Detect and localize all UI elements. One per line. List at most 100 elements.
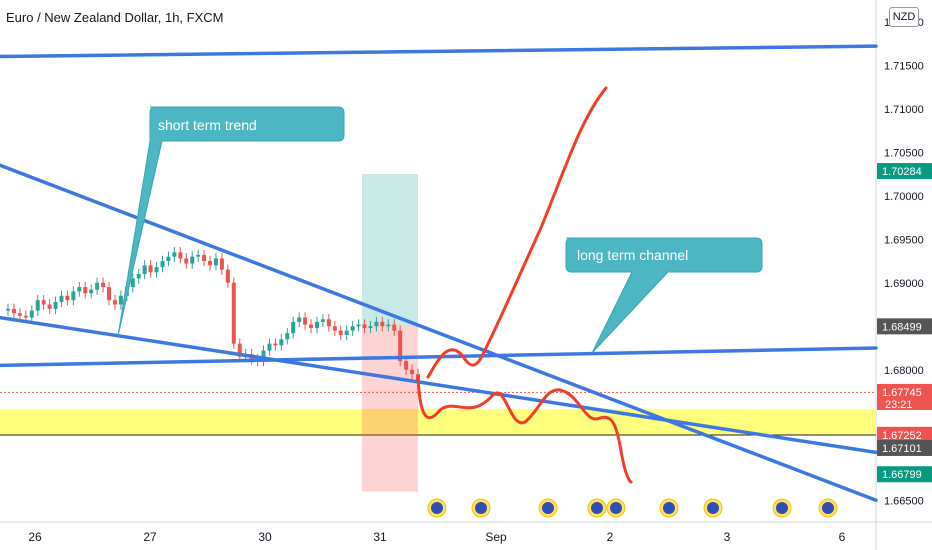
- candle: [350, 326, 355, 331]
- candle: [95, 282, 100, 290]
- projection-bullish-drawing: [426, 86, 608, 379]
- candle: [142, 265, 147, 275]
- callout-short-term-trend: [117, 106, 345, 337]
- candle: [23, 315, 28, 318]
- x-tick-label: 2: [607, 530, 614, 544]
- candle: [107, 287, 112, 301]
- x-tick-label: 3: [724, 530, 731, 544]
- candle: [291, 321, 296, 334]
- candle: [172, 252, 177, 257]
- event-marker-flag: [475, 502, 487, 514]
- candle: [53, 301, 58, 309]
- price-label-countdown: 23:21: [885, 399, 913, 411]
- candle: [202, 254, 207, 261]
- short-term-trend-upper: [0, 163, 878, 502]
- candle: [89, 289, 94, 294]
- candle: [285, 333, 290, 340]
- candle: [11, 308, 16, 314]
- candle: [362, 324, 367, 328]
- price-label: 1.67101: [882, 443, 922, 455]
- event-marker-flag: [542, 502, 554, 514]
- y-tick-label: 1.71500: [884, 60, 924, 72]
- candle: [303, 317, 308, 325]
- candle: [410, 369, 415, 375]
- candle: [29, 310, 34, 318]
- x-tick-label: 27: [143, 530, 157, 544]
- candle: [148, 265, 153, 273]
- price-label: 1.70284: [882, 166, 922, 178]
- candle: [208, 261, 213, 266]
- candle: [356, 324, 361, 327]
- x-tick-label: 6: [839, 530, 846, 544]
- currency-badge[interactable]: NZD: [889, 7, 919, 27]
- x-tick-label: 26: [28, 530, 42, 544]
- price-label-box: [877, 163, 932, 180]
- candle: [35, 300, 40, 311]
- y-tick-label: 1.70500: [884, 147, 924, 159]
- candle: [261, 350, 266, 362]
- x-tick-label: Sep: [485, 530, 507, 544]
- candle: [398, 330, 403, 362]
- candle: [160, 261, 165, 268]
- long-term-channel-upper: [0, 44, 878, 59]
- candle: [386, 324, 391, 327]
- price-label-box: [877, 383, 932, 410]
- candle: [326, 319, 331, 327]
- callout-short-term-trend-label: short term trend: [158, 117, 257, 133]
- candle: [332, 326, 337, 331]
- short-term-trend-lower: [0, 315, 878, 455]
- candle: [166, 256, 171, 261]
- event-marker-flag: [663, 502, 675, 514]
- y-tick-label: 1.68000: [884, 365, 924, 377]
- event-marker-flag: [776, 502, 788, 514]
- candle: [368, 326, 373, 328]
- candle: [392, 324, 397, 331]
- projection-bearish-drawing: [416, 375, 633, 484]
- candle: [83, 287, 88, 294]
- candle: [267, 343, 272, 351]
- candle: [196, 254, 201, 257]
- candle: [178, 252, 183, 259]
- candle: [320, 319, 325, 322]
- candle: [225, 269, 230, 283]
- candle: [231, 282, 236, 344]
- x-tick-label: 31: [373, 530, 387, 544]
- candle: [41, 300, 46, 305]
- candle: [213, 258, 218, 266]
- candle: [130, 278, 135, 288]
- price-label: 1.67745: [882, 387, 922, 399]
- y-tick-label: 1.69000: [884, 278, 924, 290]
- candle: [184, 258, 189, 264]
- price-label-box: [877, 466, 932, 483]
- candle: [136, 274, 141, 279]
- candle: [154, 267, 159, 273]
- event-marker-flag: [591, 502, 603, 514]
- event-marker-flag: [610, 502, 622, 514]
- chart-title: Euro / New Zealand Dollar, 1h, FXCM: [6, 10, 224, 25]
- y-tick-label: 1.70000: [884, 191, 924, 203]
- position-stop-zone: [362, 326, 418, 492]
- candle: [219, 258, 224, 270]
- y-tick-label: 1.69500: [884, 234, 924, 246]
- event-marker-flag: [431, 502, 443, 514]
- y-tick-label: 1.71000: [884, 104, 924, 116]
- candle: [344, 330, 349, 335]
- candle: [77, 287, 82, 292]
- candle: [309, 324, 314, 328]
- candle: [118, 295, 123, 305]
- candle: [273, 343, 278, 346]
- y-tick-label: 1.66500: [884, 495, 924, 507]
- callout-long-term-channel: [565, 237, 763, 354]
- candle: [297, 317, 302, 322]
- x-tick-label: 30: [258, 530, 272, 544]
- price-label: 1.67252: [882, 430, 922, 442]
- candle: [6, 308, 10, 311]
- candle: [59, 295, 64, 302]
- candle: [314, 321, 319, 328]
- price-label-box: [877, 439, 932, 456]
- candle: [404, 361, 409, 370]
- long-term-channel-lower: [0, 346, 878, 368]
- price-label-box: [877, 318, 932, 335]
- price-label-box: [877, 426, 932, 443]
